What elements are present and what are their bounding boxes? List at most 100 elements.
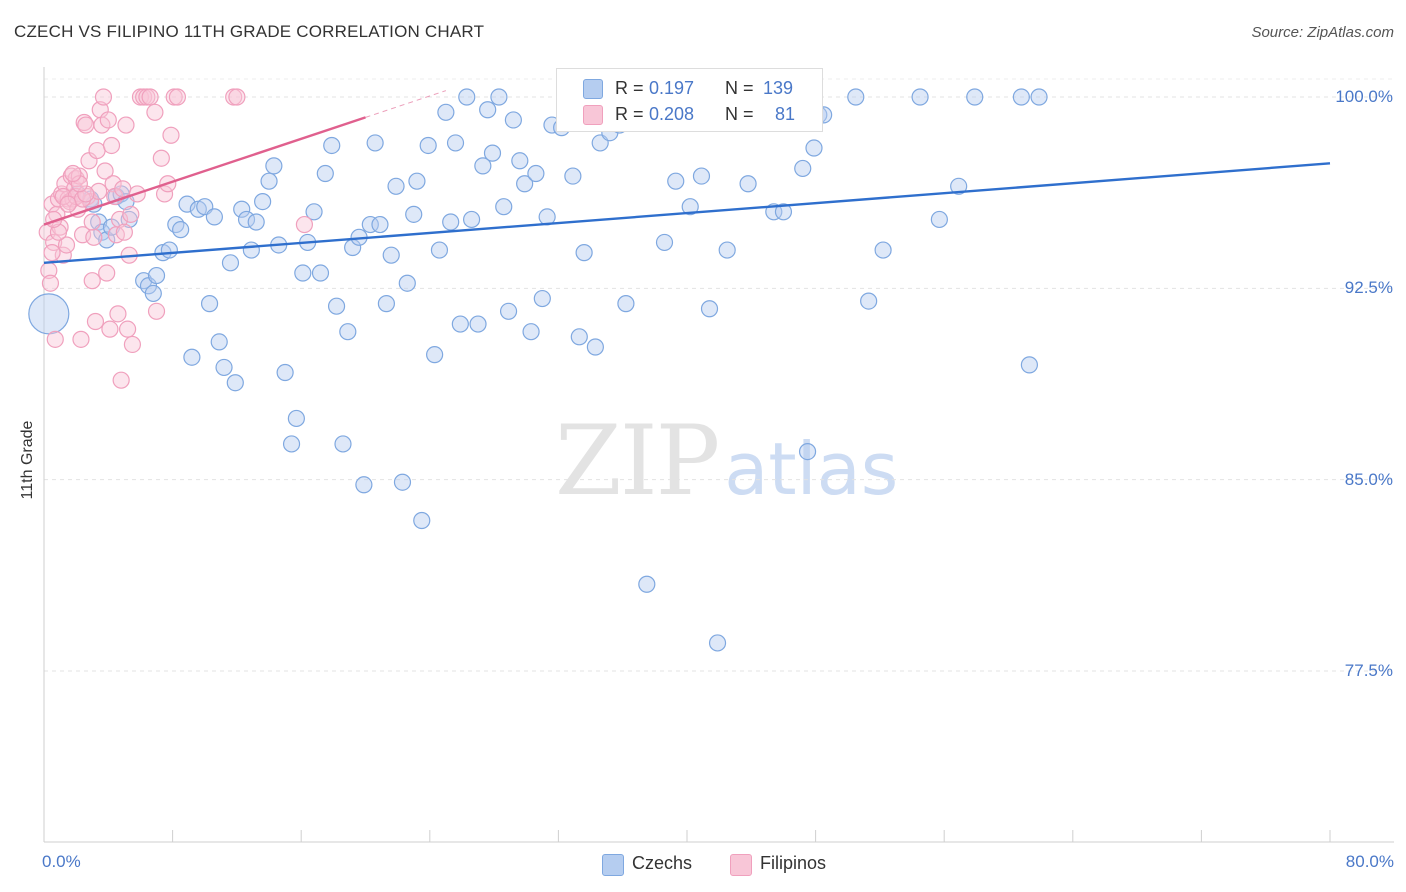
czechs-point xyxy=(966,88,984,106)
czechs-point xyxy=(294,264,312,282)
czechs-point xyxy=(474,157,492,175)
czechs-point xyxy=(221,254,240,272)
czechs-point xyxy=(147,266,166,285)
czechs-point xyxy=(167,215,185,234)
czechs-point xyxy=(586,338,604,356)
czechs-point xyxy=(135,272,153,290)
czechs-point xyxy=(172,221,190,239)
czechs-point xyxy=(260,172,278,190)
czechs-point xyxy=(28,293,70,335)
czechs-point xyxy=(334,435,352,453)
czechs-point xyxy=(483,144,502,162)
czechs-point xyxy=(242,241,260,259)
czechs-swatch xyxy=(583,79,603,99)
czechs-point xyxy=(739,175,757,193)
czechs-point xyxy=(437,103,455,121)
czechs-point xyxy=(522,323,540,341)
czechs-point xyxy=(160,241,178,259)
czechs-point xyxy=(282,435,301,453)
y-tick-label-1: 92.5% xyxy=(1344,278,1393,298)
czechs-n-label: N = xyxy=(725,78,754,98)
czechs-point xyxy=(564,167,582,185)
czechs-point xyxy=(718,241,736,259)
chart-title: CZECH VS FILIPINO 11TH GRADE CORRELATION… xyxy=(14,22,485,41)
watermark: ZIPatlas xyxy=(555,405,898,517)
y-axis-label: 11th Grade xyxy=(19,420,36,500)
filipinos-trend-extension xyxy=(365,90,447,118)
filipinos-point xyxy=(77,116,95,134)
filipinos-point xyxy=(59,195,77,213)
czechs-point xyxy=(638,575,656,593)
filipinos-point xyxy=(64,164,82,183)
czechs-r-label: R = xyxy=(615,78,644,98)
czechs-point xyxy=(426,346,444,364)
czechs-point xyxy=(205,208,223,226)
czechs-point xyxy=(847,88,865,106)
filipinos-point xyxy=(88,141,106,160)
czechs-point xyxy=(446,134,465,152)
czechs-point xyxy=(377,295,395,313)
czechs-point xyxy=(430,241,449,259)
filipinos-point xyxy=(104,175,122,193)
czechs-point xyxy=(930,210,948,229)
chart-source: Source: ZipAtlas.com xyxy=(1251,24,1394,41)
czechs-point xyxy=(413,511,431,530)
filipinos-point xyxy=(86,312,105,331)
filipinos-point xyxy=(83,213,101,231)
czechs-point xyxy=(451,315,469,333)
czechs-point xyxy=(798,443,817,461)
filipinos-point xyxy=(75,113,93,132)
czechs-point xyxy=(469,315,487,333)
czechs-r-value: 0.197 xyxy=(649,78,695,98)
filipinos-point xyxy=(90,182,108,200)
czechs-point xyxy=(575,244,593,262)
czechs-point xyxy=(366,134,384,152)
czechs-point xyxy=(398,274,416,292)
filipinos-r-label: R = xyxy=(615,104,644,124)
filipinos-point xyxy=(99,111,117,129)
czechs-point xyxy=(393,473,412,491)
czechs-point xyxy=(681,198,699,216)
filipinos-point xyxy=(146,103,164,121)
filipinos-point xyxy=(162,126,180,144)
czechs-point xyxy=(178,195,196,213)
czechs-point xyxy=(462,210,481,229)
czechs-point xyxy=(323,136,341,155)
czechs-point xyxy=(490,88,508,106)
filipinos-point xyxy=(109,305,127,323)
czechs-point xyxy=(355,476,373,494)
bottom-czechs-swatch xyxy=(602,854,624,876)
czechs-point xyxy=(226,374,244,392)
czechs-point xyxy=(708,634,727,652)
czechs-point xyxy=(183,348,201,366)
czechs-point xyxy=(382,246,400,264)
czechs-point xyxy=(911,88,929,106)
filipinos-point xyxy=(101,320,119,338)
czechs-point xyxy=(200,295,219,313)
czechs-point xyxy=(479,101,497,119)
filipinos-point xyxy=(57,236,76,254)
filipinos-point xyxy=(168,88,187,106)
watermark-zip: ZIP xyxy=(555,405,720,517)
filipinos-point xyxy=(117,116,135,134)
filipinos-point xyxy=(85,228,103,246)
czechs-point xyxy=(419,136,437,155)
filipinos-point xyxy=(96,162,114,180)
czechs-n-value: 139 xyxy=(763,78,794,98)
czechs-point xyxy=(527,164,545,183)
czechs-point xyxy=(499,302,518,320)
filipinos-point xyxy=(112,371,130,389)
czechs-point xyxy=(570,328,588,346)
bottom-filipinos-swatch xyxy=(730,854,752,876)
stats-legend: R = 0.197 N = 139 R = 0.208 N = 81 xyxy=(556,68,823,132)
czechs-point xyxy=(516,175,534,193)
filipinos-point xyxy=(77,185,95,203)
y-tick-label-3: 77.5% xyxy=(1344,661,1393,680)
bottom-filipinos-label: Filipinos xyxy=(760,853,827,873)
czechs-point xyxy=(316,164,334,183)
czechs-point xyxy=(144,284,162,303)
czechs-point xyxy=(794,159,812,178)
czechs-point xyxy=(805,139,823,157)
czechs-point xyxy=(700,300,719,318)
bottom-czechs-label: Czechs xyxy=(632,853,693,873)
